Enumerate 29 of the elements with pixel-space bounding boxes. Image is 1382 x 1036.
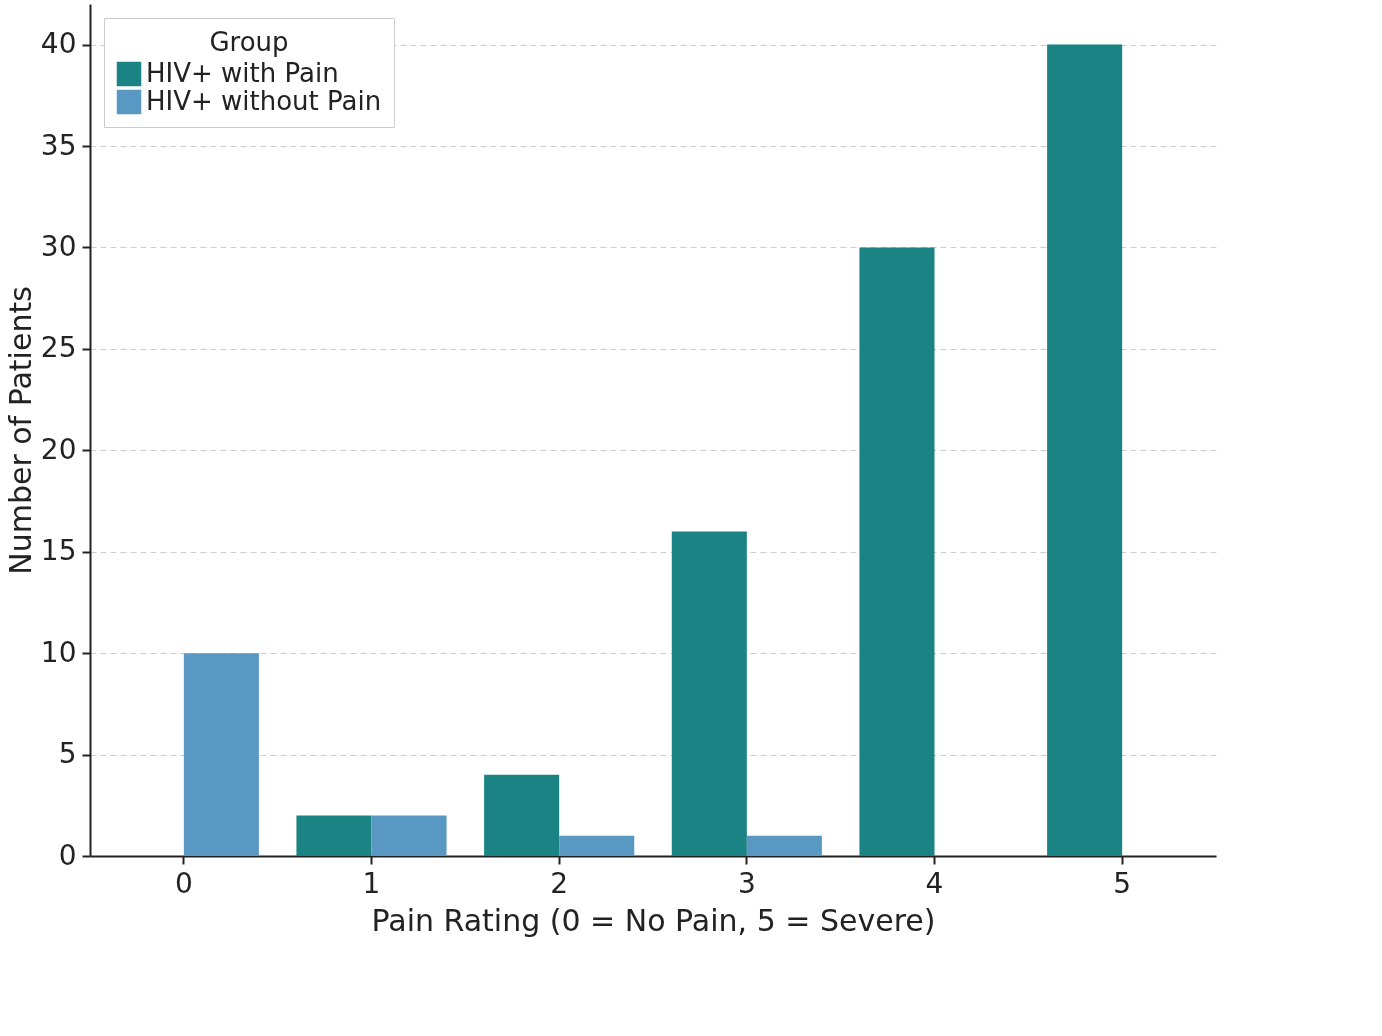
y-tick-label: 0 bbox=[58, 838, 77, 872]
y-tick-label: 10 bbox=[40, 635, 77, 669]
bar bbox=[859, 247, 935, 856]
bar bbox=[559, 835, 635, 856]
legend-label: HIV+ with Pain bbox=[146, 58, 339, 88]
bar bbox=[183, 653, 259, 856]
x-tick-label: 1 bbox=[362, 866, 381, 900]
y-tick-label: 5 bbox=[58, 737, 77, 771]
x-tick-label: 4 bbox=[925, 866, 944, 900]
y-axis-title: Number of Patients bbox=[2, 286, 38, 575]
y-tick-label: 40 bbox=[40, 27, 77, 61]
bar bbox=[371, 815, 447, 856]
bar bbox=[296, 815, 372, 856]
legend-label: HIV+ without Pain bbox=[146, 86, 382, 116]
y-tick-label: 35 bbox=[40, 128, 77, 162]
x-tick-label: 5 bbox=[1113, 866, 1132, 900]
legend-title: Group bbox=[209, 27, 289, 57]
y-tick-label: 30 bbox=[40, 229, 77, 263]
x-axis-title: Pain Rating (0 = No Pain, 5 = Severe) bbox=[371, 902, 936, 938]
x-tick-label: 3 bbox=[737, 866, 756, 900]
bar bbox=[1047, 44, 1123, 856]
bar bbox=[671, 531, 747, 856]
y-tick-label: 25 bbox=[40, 331, 77, 365]
y-tick-label: 20 bbox=[40, 432, 77, 466]
bar bbox=[746, 835, 822, 856]
y-tick-label: 15 bbox=[40, 534, 77, 568]
x-tick-label: 2 bbox=[550, 866, 569, 900]
bar bbox=[484, 774, 560, 856]
x-tick-label: 0 bbox=[174, 866, 193, 900]
